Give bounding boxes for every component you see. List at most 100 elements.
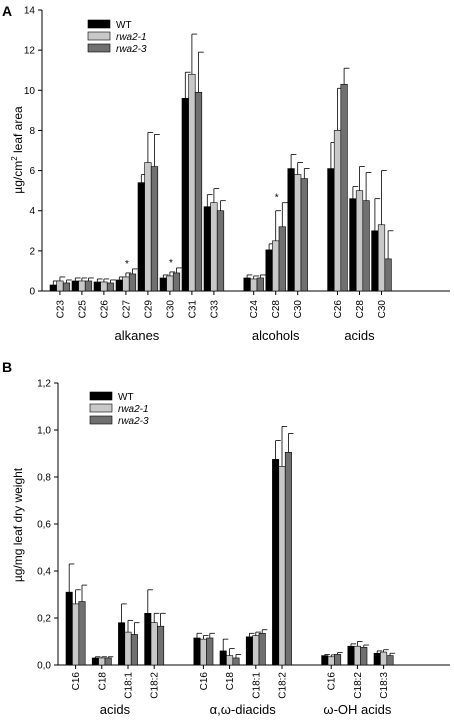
bar-rwa2-3 <box>384 258 392 292</box>
legend-swatch-rwa2-1 <box>89 403 113 413</box>
bar-rwa2-1 <box>272 240 280 292</box>
group-label: alcohols <box>252 328 300 343</box>
bar-rwa2-1 <box>150 622 158 666</box>
bar-WT <box>349 198 357 292</box>
bar-rwa2-3 <box>284 452 292 666</box>
bar-WT <box>219 650 227 666</box>
bar-rwa2-3 <box>130 634 138 666</box>
y-tick-label: 10 <box>24 86 36 97</box>
y-tick-label: 4 <box>29 206 35 217</box>
panel-a: A µg/cm2 leaf area 0 2 4 6 8 10 12 14 C23 C25 C26 *… <box>2 3 450 343</box>
y-tick-label: 0,4 <box>37 567 51 578</box>
bar-rwa2-1 <box>100 281 108 292</box>
bar-WT <box>245 636 253 666</box>
bar-WT <box>144 612 152 666</box>
x-tick-label: C16 <box>71 672 82 691</box>
x-tick-label: C26 <box>333 300 344 319</box>
bar-WT <box>65 591 73 666</box>
bar-rwa2-1 <box>355 190 364 292</box>
legend-swatch-rwa2-1 <box>87 31 111 41</box>
y-tick-label: 1,0 <box>37 426 51 437</box>
y-tick-label: 0,0 <box>37 661 51 672</box>
bar-rwa2-3 <box>157 625 165 666</box>
bar-WT <box>93 281 101 292</box>
bar-rwa2-1 <box>380 651 388 666</box>
x-tick-label: C18:3 <box>379 672 390 699</box>
bar-rwa2-3 <box>128 273 137 292</box>
bar-rwa2-1 <box>166 275 174 292</box>
significance-star: * <box>169 258 173 269</box>
bar-WT <box>49 284 57 292</box>
bar-rwa2-3 <box>172 272 181 292</box>
bar-rwa2-1 <box>377 224 386 292</box>
bar-rwa2-3 <box>216 210 225 292</box>
group-label: alkanes <box>114 328 159 343</box>
legend-label-rwa2-1: rwa2-1 <box>118 404 149 415</box>
y-tick-label: 0,6 <box>37 520 51 531</box>
x-tick-label: C31 <box>187 300 198 319</box>
bar-WT <box>287 168 295 292</box>
legend-swatch-rwa2-3 <box>89 415 113 425</box>
legend-swatch-WT <box>89 391 113 401</box>
panel-b: B µg/mg leaf dry weight 0,0 0,2 0,4 0,6 0,8 1… <box>2 359 450 717</box>
significance-star: * <box>125 259 129 270</box>
x-tick-label: C26 <box>99 300 110 319</box>
bar-WT <box>71 280 79 292</box>
bar-rwa2-1 <box>278 466 286 666</box>
x-tick-label: C25 <box>77 300 88 319</box>
bar-rwa2-3 <box>84 280 93 292</box>
bar-rwa2-3 <box>106 282 115 292</box>
y-tick-label: 8 <box>29 126 35 137</box>
bar-WT <box>347 645 355 666</box>
bar-rwa2-3 <box>62 282 71 292</box>
bar-WT <box>118 622 126 666</box>
bar-rwa2-3 <box>104 657 112 666</box>
y-tick-label: 0,8 <box>37 473 51 484</box>
y-tick-label: 0,2 <box>37 614 51 625</box>
x-tick-label: C18 <box>97 672 108 691</box>
y-tick-label: 6 <box>29 166 35 177</box>
bar-rwa2-3 <box>362 200 370 292</box>
bar-rwa2-1 <box>226 655 234 666</box>
y-axis-title-b: µg/mg leaf dry weight <box>11 467 25 582</box>
bar-rwa2-3 <box>150 166 159 292</box>
bar-rwa2-1 <box>72 603 80 666</box>
bar-rwa2-1 <box>56 280 64 292</box>
bar-rwa2-3 <box>300 178 308 292</box>
x-tick-label: C18:2 <box>278 672 289 699</box>
x-tick-label: C30 <box>165 300 176 319</box>
bar-rwa2-3 <box>194 91 203 292</box>
bar-rwa2-3 <box>78 601 86 666</box>
legend-label-WT: WT <box>116 20 132 31</box>
group-label: acids <box>344 328 375 343</box>
x-tick-label: C18:2 <box>150 672 161 699</box>
bar-rwa2-3 <box>386 655 394 666</box>
legend-swatch-rwa2-3 <box>87 43 111 53</box>
bar-rwa2-1 <box>199 638 207 666</box>
bar-WT <box>327 168 335 292</box>
bar-rwa2-1 <box>333 130 342 292</box>
x-tick-label: C18:2 <box>353 672 364 699</box>
bar-rwa2-3 <box>256 277 264 292</box>
bar-WT <box>137 182 145 292</box>
x-tick-label: C30 <box>293 300 304 319</box>
x-tick-label: C27 <box>121 300 132 319</box>
bar-rwa2-1 <box>144 162 152 292</box>
bar-WT <box>115 279 123 292</box>
bar-WT <box>243 277 251 292</box>
group-label: α,ω-diacids <box>210 702 277 717</box>
panel-letter-a: A <box>2 3 12 19</box>
x-tick-label: C24 <box>249 300 260 319</box>
bar-WT <box>181 98 189 292</box>
x-tick-label: C28 <box>355 300 366 319</box>
bar-WT <box>272 459 280 666</box>
bar-rwa2-1 <box>327 656 335 666</box>
legend-swatch-WT <box>87 19 111 29</box>
y-tick-label: 1,2 <box>37 379 51 390</box>
bar-rwa2-3 <box>360 647 368 666</box>
legend-label-WT: WT <box>118 392 134 403</box>
bar-rwa2-3 <box>232 657 240 666</box>
y-axis-title-a: µg/cm2 leaf area <box>10 106 25 194</box>
x-tick-label: C23 <box>55 300 66 319</box>
